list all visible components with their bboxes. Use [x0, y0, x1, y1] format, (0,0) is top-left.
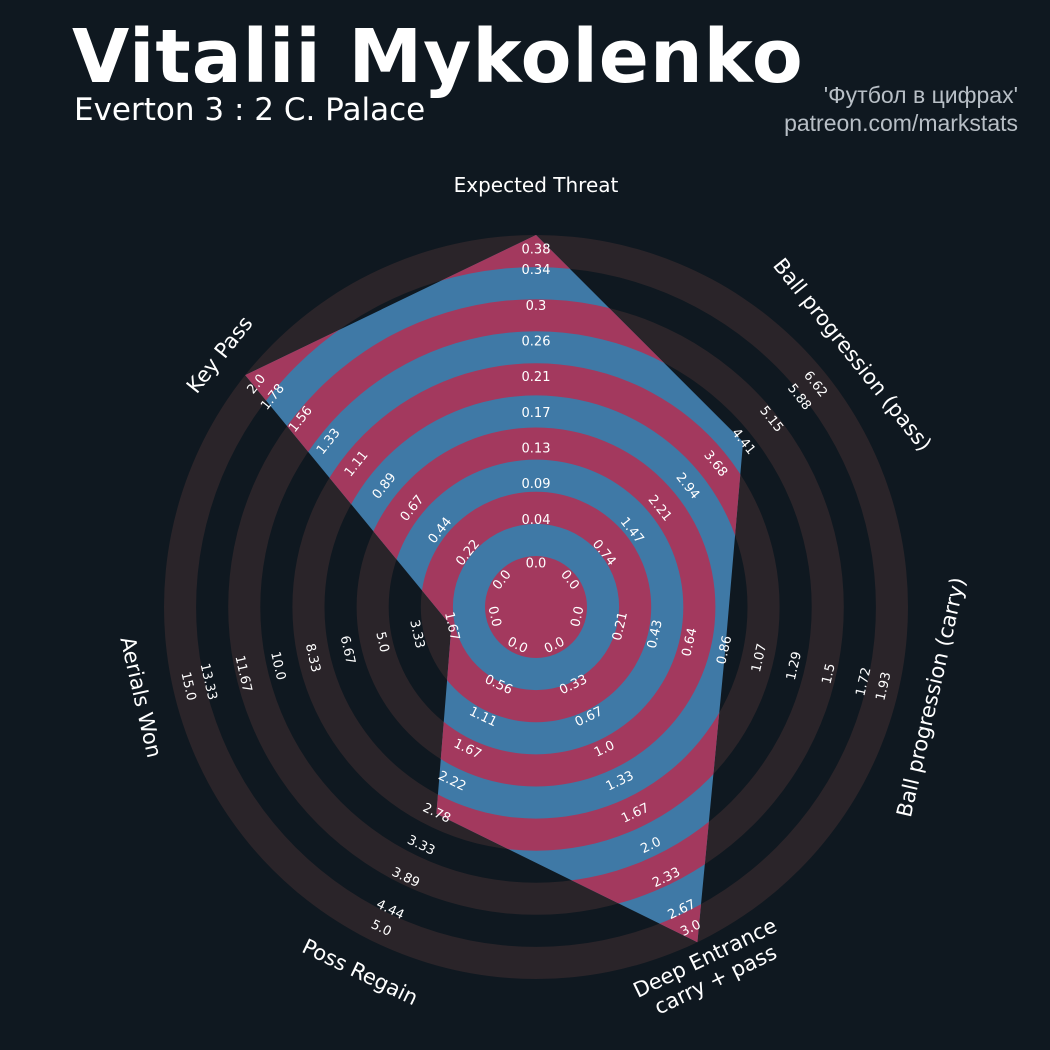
- tick-label: 1.72: [853, 666, 874, 698]
- tick-label: 1.29: [784, 650, 805, 682]
- tick-label: 0.04: [522, 513, 551, 528]
- credit-source: 'Футбол в цифрах': [823, 82, 1018, 108]
- match-subtitle: Everton 3 : 2 C. Palace: [74, 92, 426, 128]
- radar-center-disc: [485, 556, 587, 658]
- tick-label: 1.93: [873, 671, 894, 703]
- tick-label: 8.33: [302, 642, 323, 674]
- player-name-title: Vitalii Mykolenko: [72, 14, 804, 100]
- tick-label: 0.86: [714, 634, 735, 666]
- axis-label: Aerials Won: [115, 634, 166, 760]
- player-polygon-group: [245, 235, 744, 943]
- tick-label: 6.67: [337, 634, 358, 666]
- axis-label: Expected Threat: [454, 173, 619, 197]
- player-ring-overlay: [245, 235, 744, 943]
- tick-label: 0.26: [522, 335, 551, 350]
- tick-label: 1.07: [749, 642, 770, 674]
- tick-label: 0.38: [522, 243, 551, 258]
- tick-label: 0.21: [610, 611, 631, 643]
- tick-label: 5.0: [372, 630, 391, 654]
- tick-label: 1.5: [819, 662, 838, 686]
- tick-label: 0.09: [522, 477, 551, 492]
- tick-label: 0.0: [526, 557, 547, 572]
- tick-label: 10.0: [267, 650, 288, 682]
- tick-label: 0.21: [522, 370, 551, 385]
- tick-label: 0.13: [522, 442, 551, 457]
- tick-label: 0.17: [522, 406, 551, 421]
- tick-label: 0.0: [568, 605, 587, 629]
- credit-patreon: patreon.com/markstats: [784, 110, 1018, 136]
- tick-label: 0.43: [645, 618, 666, 650]
- tick-label: 0.3: [526, 299, 547, 314]
- tick-label: 0.64: [679, 626, 700, 658]
- tick-label: 3.33: [406, 618, 427, 650]
- tick-label: 0.34: [522, 263, 551, 278]
- tick-label: 0.0: [484, 605, 503, 629]
- tick-label: 1.67: [441, 611, 462, 643]
- tick-label: 15.0: [177, 671, 198, 703]
